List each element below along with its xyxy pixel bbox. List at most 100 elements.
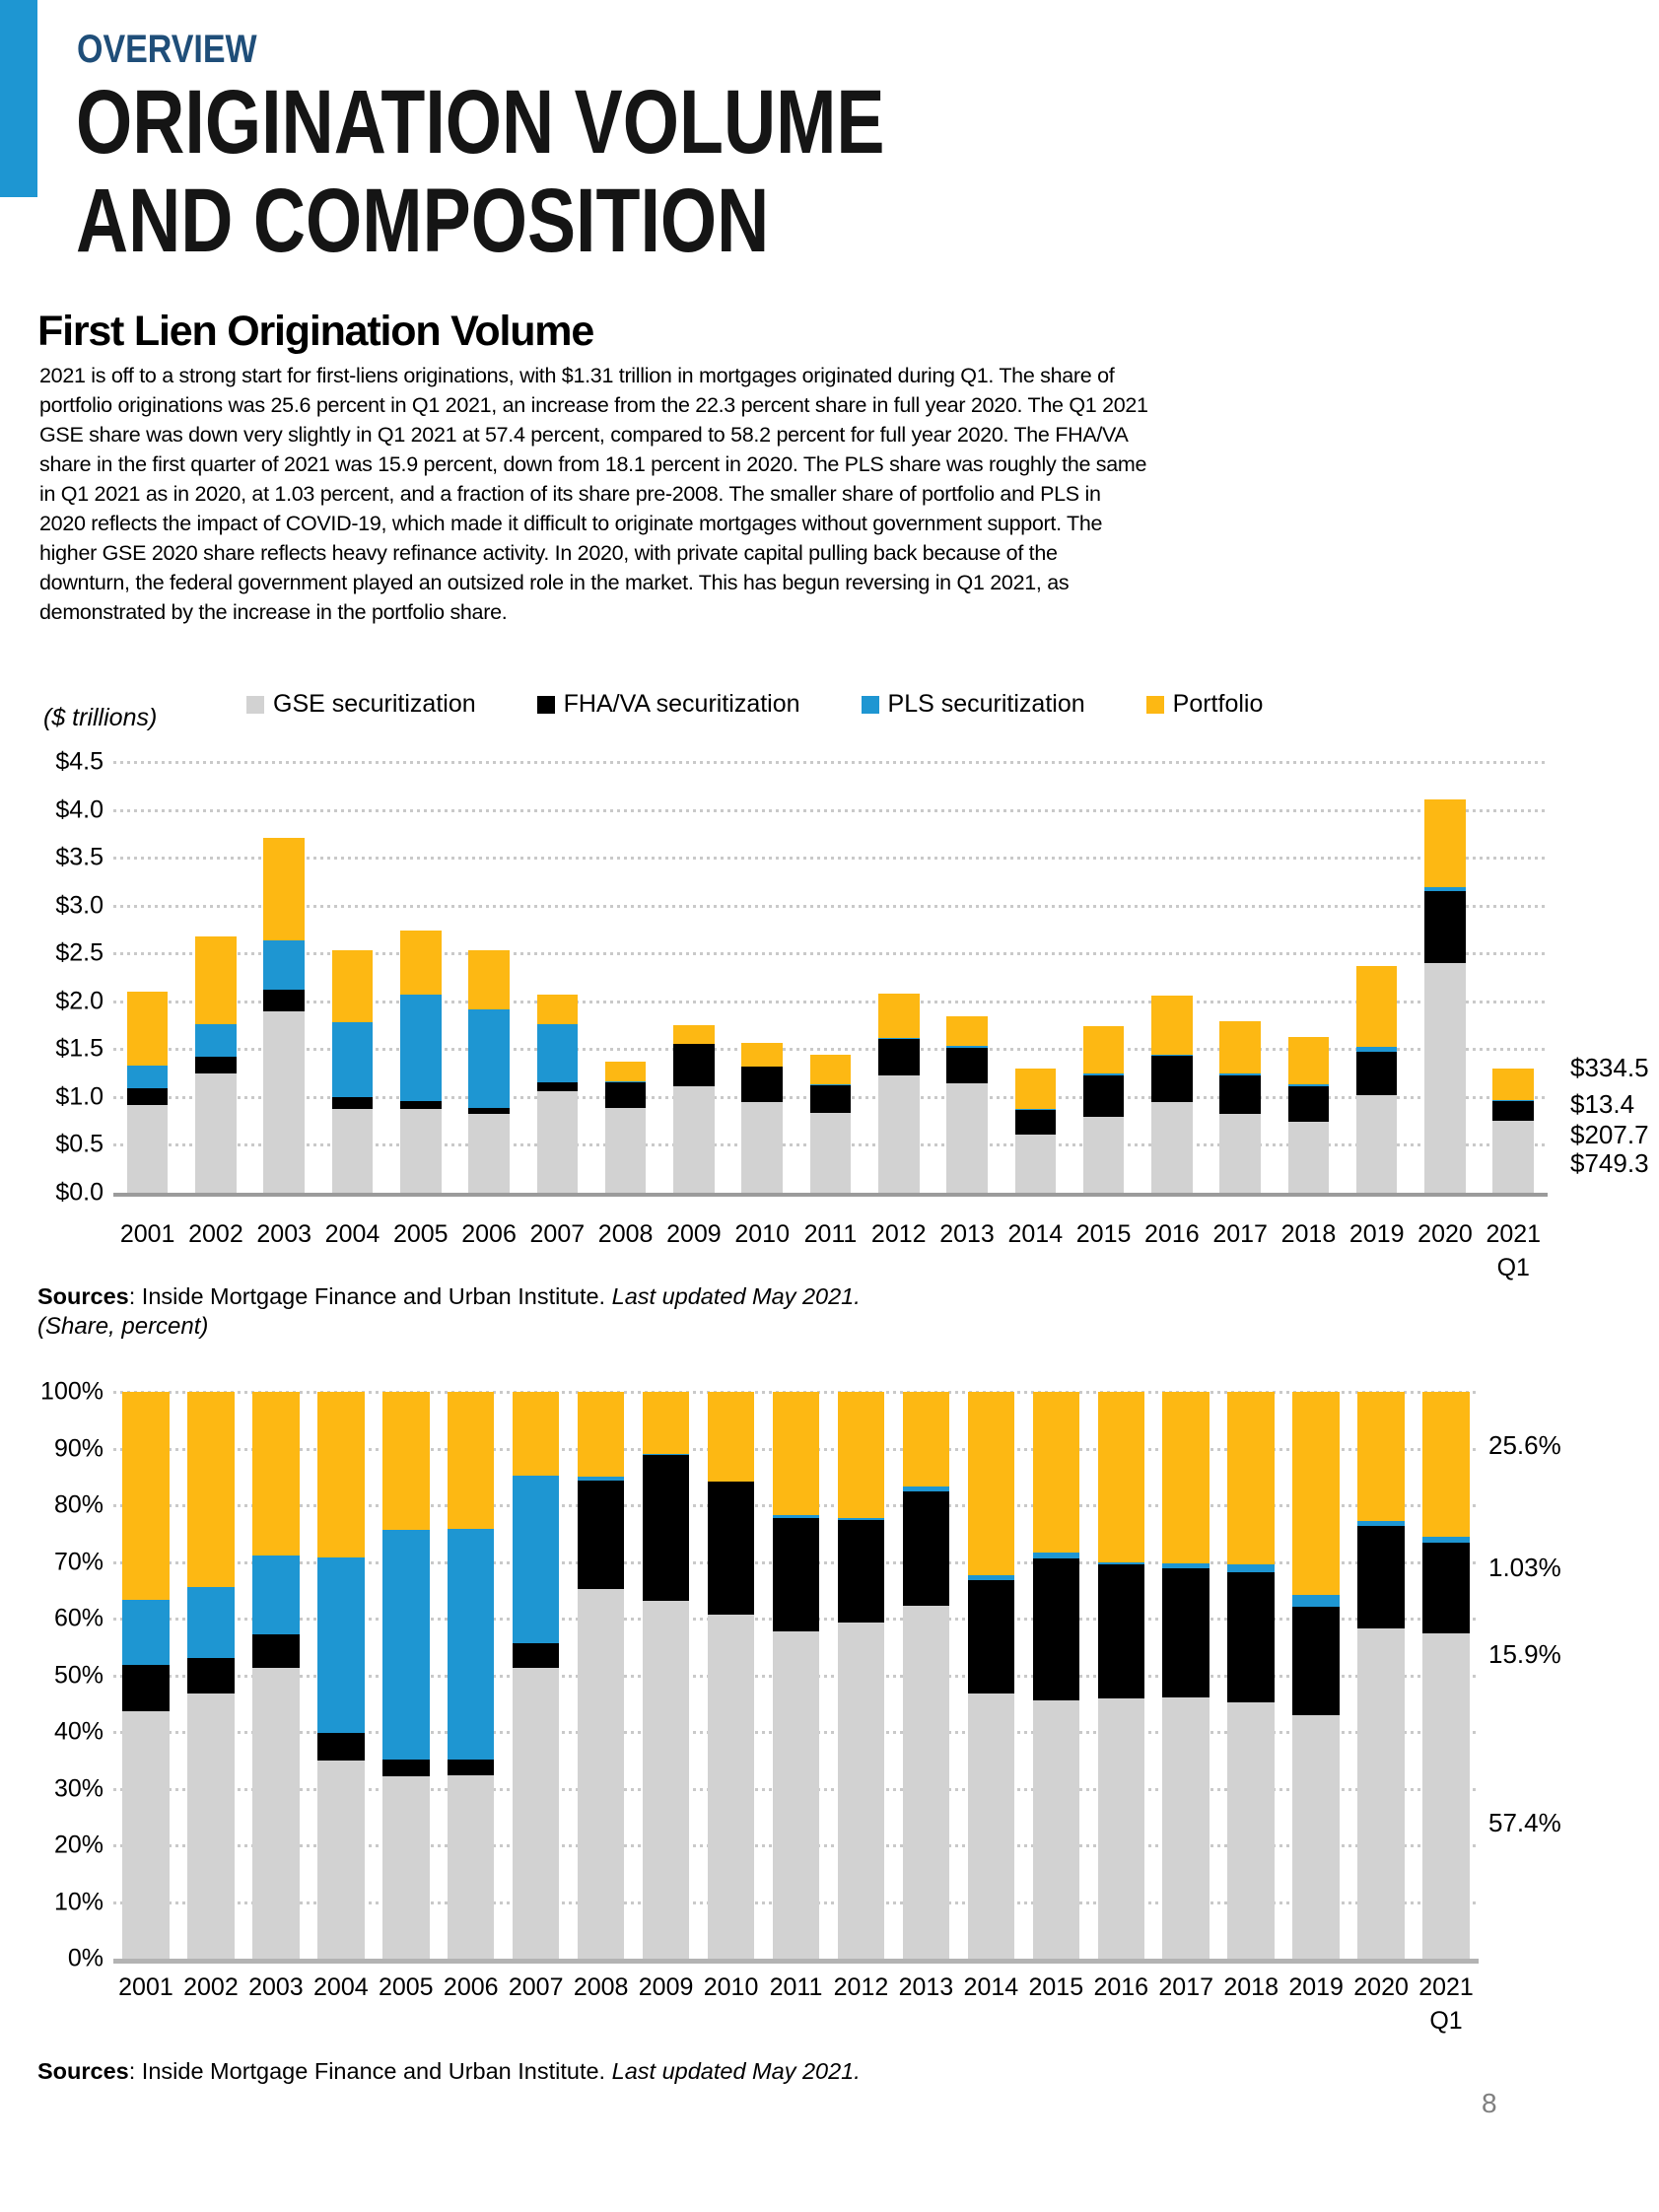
chart2-bar-2020 [1357,1392,1405,1959]
chart2-y-axis: 100% 90% 80% 70% 60% 50% 40% 30% 20% 10% 0% [0,1378,104,1972]
chart1-segment-pls-2002 [195,1024,237,1058]
chart2-xtick-year-2003: 2003 [248,1973,304,2001]
chart1-xtick-year-2002: 2002 [188,1220,243,1248]
chart1-segment-pls-2008 [604,1081,647,1083]
chart2-segment-portfolio-2013 [902,1392,950,1487]
chart2-segment-pls-2020 [1357,1520,1405,1527]
chart2-xtick-2006: 2006 [439,1973,504,2035]
chart1-slot-2011 [796,762,864,1193]
chart1-xtick-2016: 2016 [1138,1220,1206,1281]
chart2-segment-pls-2016 [1097,1561,1145,1565]
chart1-slot-2014 [1002,762,1070,1193]
chart2-annotation: 57.4% [1488,1808,1561,1837]
chart2-segment-gse-2002 [187,1693,235,1959]
chart2-xtick-year-2008: 2008 [573,1973,629,2001]
section-heading: First Lien Origination Volume [37,308,594,355]
chart1-xtick-2010: 2010 [728,1220,796,1281]
chart2-xtick-year-2017: 2017 [1158,1973,1214,2001]
chart1-slot-2008 [591,762,659,1193]
chart1-xtick-2011: 2011 [796,1220,864,1281]
chart2-segment-gse-2014 [967,1694,1015,1959]
chart1-xtick-year-2011: 2011 [803,1220,858,1248]
chart2-segment-portfolio-2012 [837,1392,885,1518]
chart2-slot-2003 [243,1392,309,1959]
chart1-segment-fha-2001 [126,1088,169,1105]
chart1-ytick: $1.0 [55,1082,104,1111]
chart1-xtick-sub-2021: Q1 [1496,1254,1530,1281]
chart2-annotation: 1.03% [1488,1553,1561,1582]
chart2-xtick-year-2004: 2004 [313,1973,369,2001]
chart1-gridline [113,952,1548,956]
chart1-segment-gse-2011 [809,1113,852,1193]
chart2-annotation: 15.9% [1488,1639,1561,1669]
sources2-updated: Last updated May 2021. [611,2057,861,2084]
chart2-segment-pls-2001 [122,1600,170,1665]
page-title-line2: AND COMPOSITION [76,171,770,271]
chart1-slot-2015 [1070,762,1138,1193]
chart1-units-label: ($ trillions) [43,704,158,731]
chart2-xtick-year-2016: 2016 [1093,1973,1149,2001]
chart1-segment-pls-2020 [1424,887,1466,892]
chart1-x-axis: 2001 2002 2003 2004 2005 2006 2007 2008 2009 2010… [113,1220,1548,1281]
chart1-segment-fha-2009 [673,1043,715,1087]
chart2-xtick-sub-2021: Q1 [1429,2007,1463,2035]
chart2-segment-fha-2019 [1292,1606,1340,1715]
chart1-xtick-2006: 2006 [454,1220,522,1281]
chart1-segment-portfolio-2002 [195,935,237,1025]
chart-volume: $4.5 $4.0 $3.5 $3.0 $2.5 $2.0 $1.5 $1.0 $0.5 $0.0… [55,748,1648,1282]
chart1-segment-portfolio-2009 [673,1025,715,1044]
chart1-xtick-year-2017: 2017 [1212,1220,1268,1248]
chart1-xtick-2014: 2014 [1002,1220,1070,1281]
chart1-segment-portfolio-2016 [1151,995,1193,1056]
chart2-ytick: 70% [53,1548,104,1575]
chart2-ytick: 20% [53,1831,104,1859]
chart2-xtick-2020: 2020 [1348,1973,1414,2035]
sources2-word: Sources [37,2057,129,2084]
chart2-bar-2018 [1227,1392,1275,1959]
chart2-segment-portfolio-2014 [967,1392,1015,1576]
chart1-segment-gse-2020 [1424,962,1466,1193]
chart1-xtick-2015: 2015 [1070,1220,1138,1281]
chart1-xtick-2009: 2009 [659,1220,727,1281]
chart1-segment-portfolio-2015 [1082,1026,1125,1073]
chart1-segment-portfolio-2012 [877,994,920,1038]
chart1-segment-pls-2004 [331,1022,374,1097]
chart1-xtick-2013: 2013 [933,1220,1001,1281]
chart2-bar-2017 [1162,1392,1210,1959]
chart1-xtick-2003: 2003 [250,1220,318,1281]
chart1-bar-2006 [468,950,510,1193]
chart1-segment-gse-2009 [673,1086,715,1193]
chart1-segment-fha-2010 [741,1066,783,1102]
chart1-bar-2010 [741,1042,783,1193]
chart2-segment-pls-2010 [707,1481,755,1483]
pls-swatch [861,695,879,714]
chart2-segment-portfolio-2001 [122,1392,170,1601]
chart2-segment-fha-2001 [122,1664,170,1711]
sources-line-2: Sources: Inside Mortgage Finance and Urb… [37,2058,861,2085]
chart1-xtick-year-2006: 2006 [461,1220,517,1248]
chart1-segment-pls-2016 [1151,1055,1193,1057]
chart2-segment-gse-2011 [772,1630,820,1959]
page-number: 8 [1482,2088,1497,2118]
chart1-segment-fha-2007 [536,1082,579,1092]
chart2-bar-2015 [1032,1392,1080,1959]
chart2-units-label: (Share, percent) [37,1313,209,1340]
chart2-segment-gse-2005 [382,1775,430,1959]
chart2-segment-fha-2011 [772,1517,820,1631]
chart1-segment-fha-2002 [195,1057,237,1073]
chart2-xtick-year-2014: 2014 [963,1973,1019,2001]
chart2-ytick: 90% [53,1434,104,1462]
chart1-xtick-2017: 2017 [1207,1220,1275,1281]
chart2-segment-portfolio-2020 [1357,1392,1405,1521]
chart1-xtick-2007: 2007 [523,1220,591,1281]
chart2-segment-fha-2016 [1097,1564,1145,1699]
chart2-xtick-2002: 2002 [178,1973,243,2035]
chart1-xtick-2020: 2020 [1411,1220,1479,1281]
chart2-bar-2010 [707,1392,755,1959]
chart1-segment-pls-2021 [1492,1099,1535,1101]
chart1-ytick: $2.5 [55,938,104,967]
chart1-xtick-2019: 2019 [1343,1220,1411,1281]
chart2-segment-pls-2006 [448,1528,495,1760]
sources1-text: : Inside Mortgage Finance and Urban Inst… [128,1282,612,1309]
chart2-bar-2012 [837,1392,885,1959]
